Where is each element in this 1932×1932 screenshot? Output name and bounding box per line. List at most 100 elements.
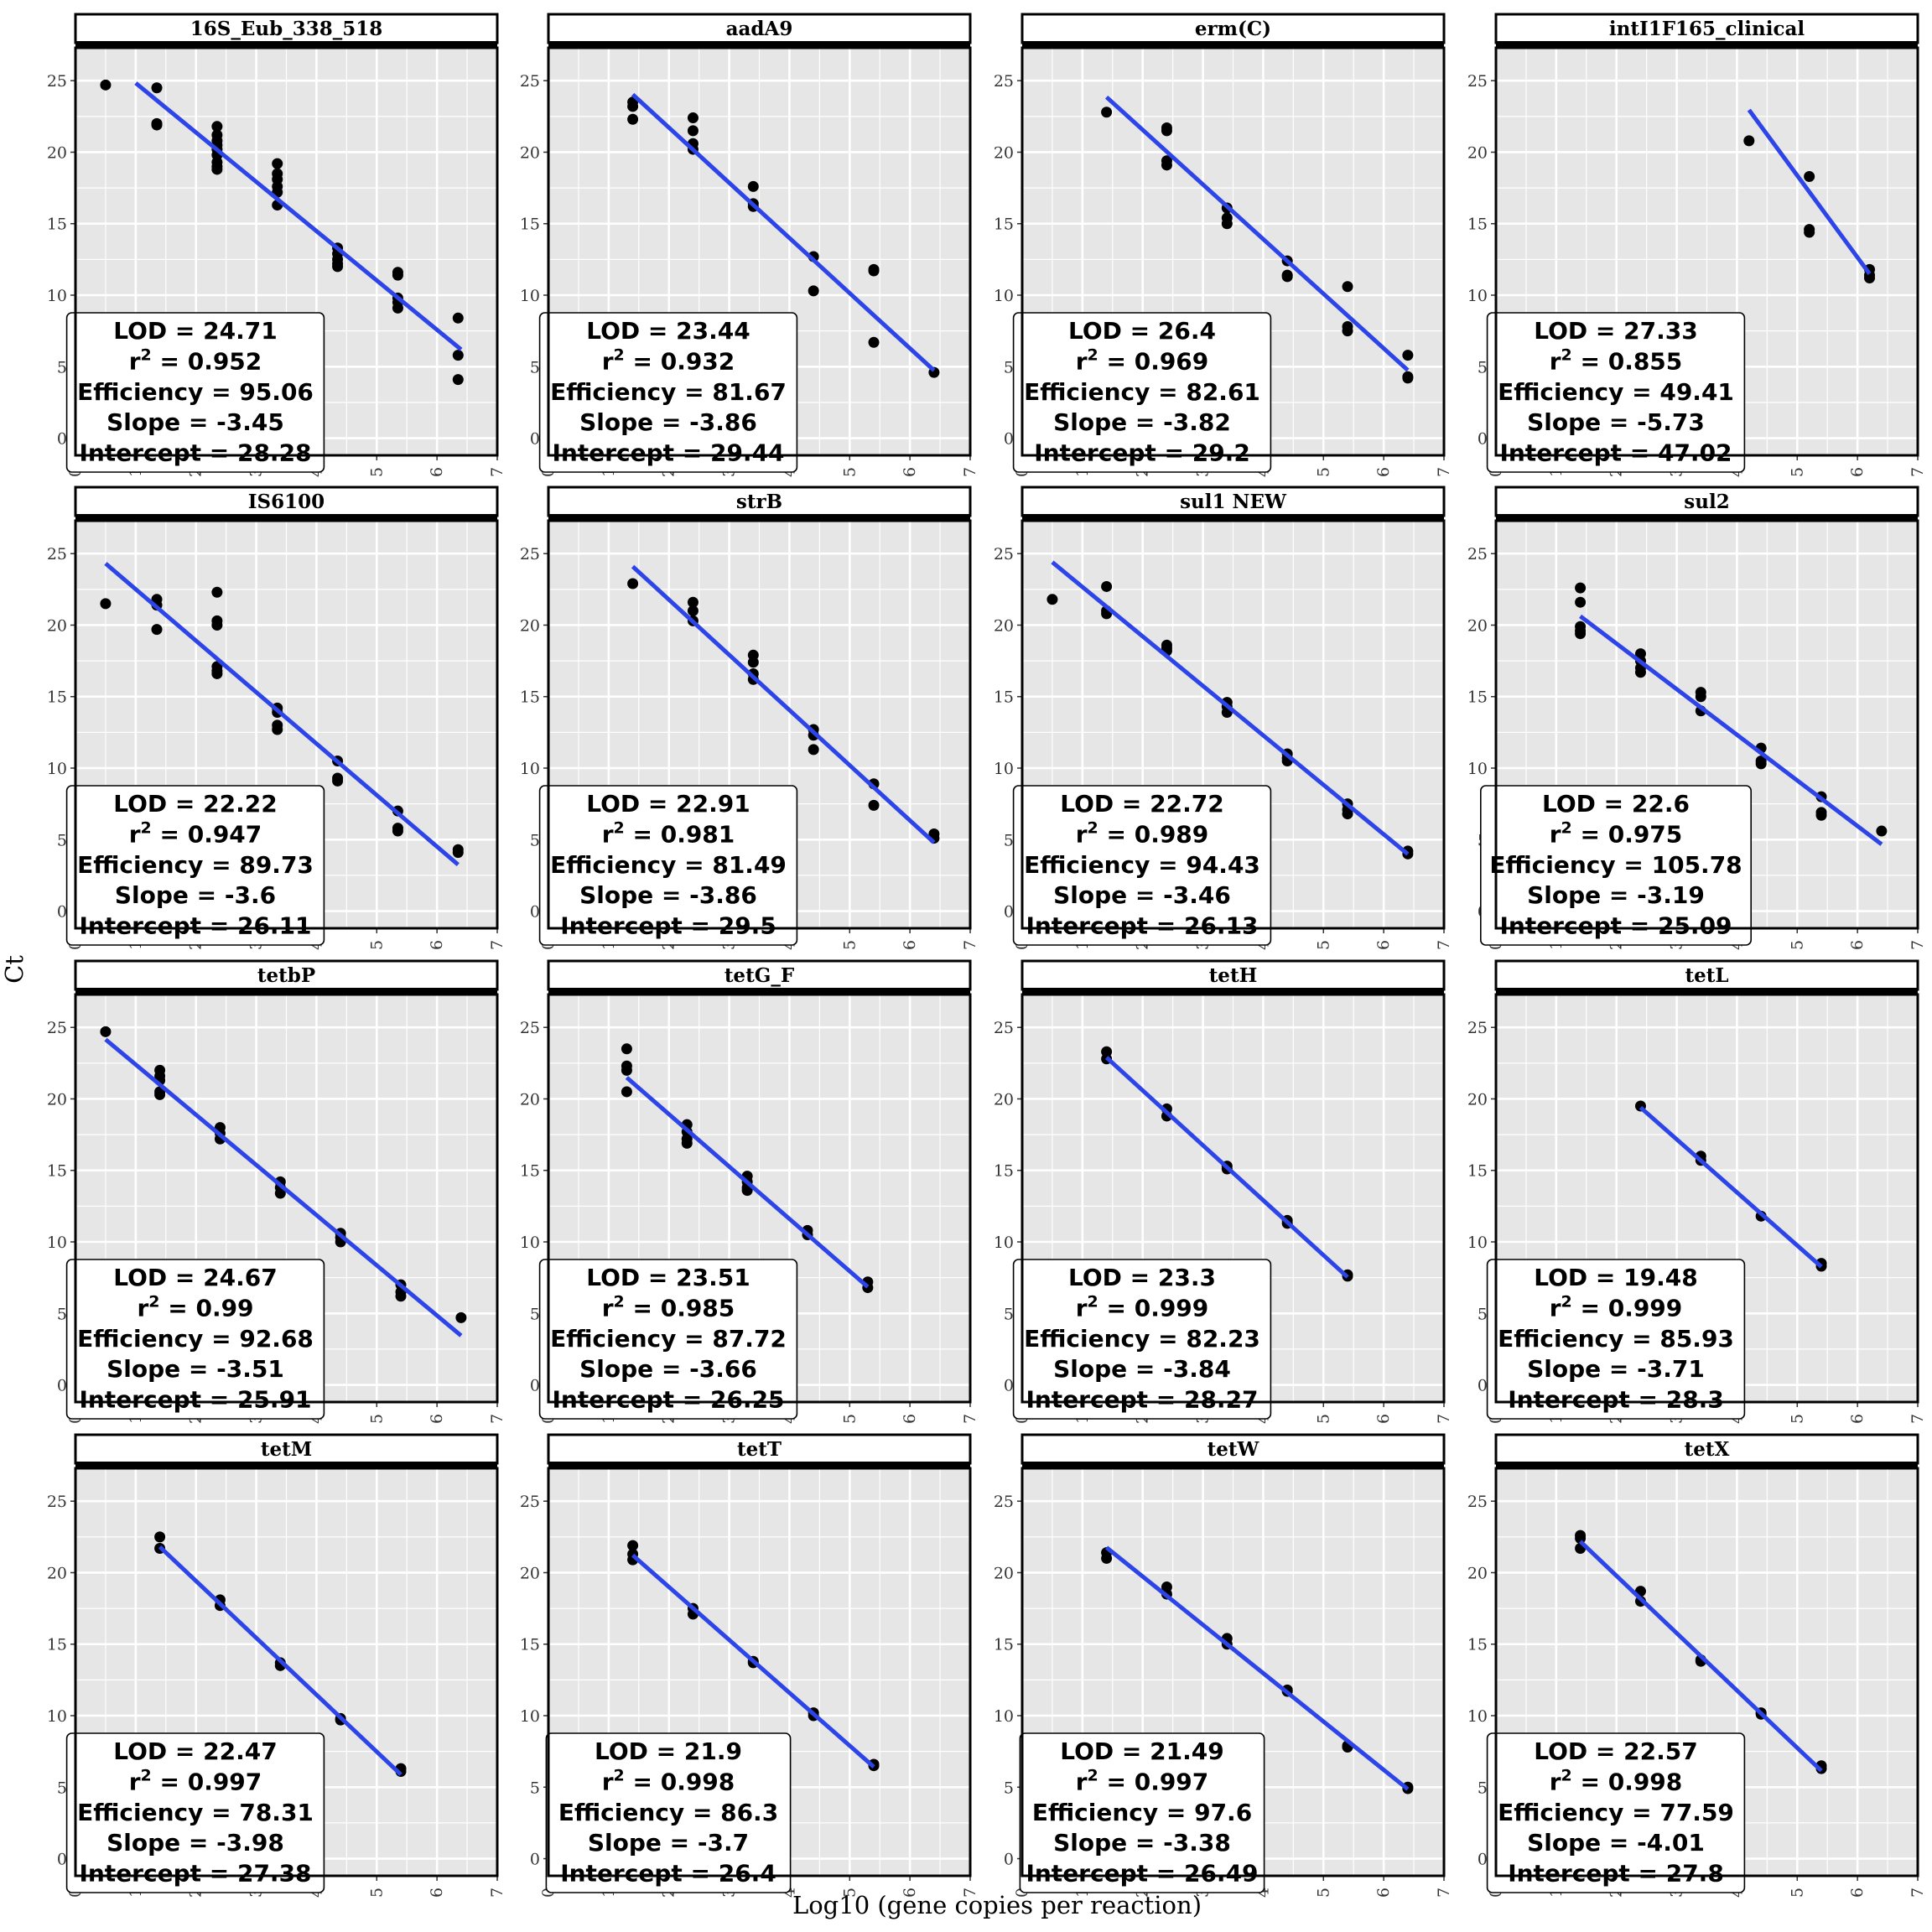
data-point bbox=[1402, 350, 1414, 361]
x-tick-label: 7 bbox=[488, 1888, 506, 1898]
regression-line bbox=[1051, 560, 1410, 856]
data-point bbox=[1402, 372, 1414, 384]
regression-line bbox=[158, 1545, 402, 1776]
facet-strip-rule bbox=[75, 988, 497, 995]
x-tick-label: 5 bbox=[840, 467, 859, 477]
data-point bbox=[1695, 691, 1706, 703]
y-tick-label: 5 bbox=[530, 831, 540, 849]
x-tick-label: 6 bbox=[428, 467, 446, 477]
y-tick-label: 15 bbox=[1467, 1162, 1488, 1181]
facet-title: intI1F165_clinical bbox=[1609, 18, 1805, 40]
panel-border bbox=[547, 993, 972, 1404]
facet-strip-rule bbox=[1022, 514, 1444, 521]
stat-lod: LOD = 23.44 bbox=[586, 317, 750, 345]
y-tick-label: 15 bbox=[47, 216, 67, 234]
facet-strip-rule bbox=[548, 1462, 970, 1468]
data-point bbox=[154, 1531, 166, 1543]
data-point bbox=[1804, 170, 1815, 182]
panel-border bbox=[1021, 993, 1446, 1404]
stat-intercept: Intercept = 29.2 bbox=[1034, 439, 1250, 467]
facet-title: erm(C) bbox=[1195, 18, 1271, 40]
stat-lod: LOD = 24.67 bbox=[113, 1264, 277, 1291]
facet-panel: sul2012345670510152025LOD = 22.6r2 = 0.9… bbox=[1467, 486, 1927, 950]
y-tick-label: 25 bbox=[520, 545, 540, 564]
y-tick-label: 5 bbox=[530, 358, 540, 377]
data-point bbox=[151, 119, 163, 131]
data-point bbox=[392, 825, 403, 837]
x-tick-label: 7 bbox=[1435, 1414, 1453, 1424]
y-tick-label: 5 bbox=[1004, 831, 1014, 849]
data-point bbox=[452, 374, 464, 386]
x-tick-label: 6 bbox=[1374, 940, 1393, 950]
data-point bbox=[100, 79, 112, 91]
facet-title: sul2 bbox=[1684, 491, 1729, 513]
data-point bbox=[687, 605, 699, 616]
y-tick-label: 25 bbox=[994, 545, 1014, 564]
panel-border bbox=[547, 519, 972, 930]
stat-lod: LOD = 27.33 bbox=[1534, 317, 1697, 345]
data-point bbox=[211, 121, 223, 132]
y-tick-label: 20 bbox=[520, 143, 540, 162]
facet-strip-rule bbox=[548, 988, 970, 995]
stat-intercept: Intercept = 26.49 bbox=[1026, 1860, 1258, 1888]
data-point bbox=[1743, 135, 1755, 147]
y-tick-label: 15 bbox=[994, 1636, 1014, 1654]
facet-strip-rule bbox=[1496, 988, 1918, 995]
regression-line bbox=[1579, 614, 1883, 846]
regression-line bbox=[134, 81, 463, 351]
y-tick-label: 15 bbox=[520, 688, 540, 707]
data-point bbox=[211, 586, 223, 598]
y-tick-label: 25 bbox=[520, 72, 540, 91]
panel-border bbox=[1494, 993, 1919, 1404]
stats-label-box bbox=[1480, 785, 1753, 946]
y-tick-label: 15 bbox=[47, 1636, 67, 1654]
x-tick-label: 5 bbox=[1788, 467, 1806, 477]
x-tick-label: 5 bbox=[840, 940, 859, 950]
y-tick-label: 10 bbox=[47, 1233, 67, 1252]
data-point bbox=[100, 598, 112, 610]
y-tick-label: 25 bbox=[1467, 545, 1488, 564]
y-tick-label: 5 bbox=[1004, 1305, 1014, 1323]
stat-r2: r2 = 0.952 bbox=[129, 345, 262, 375]
facet-strip-rule bbox=[548, 41, 970, 48]
stat-intercept: Intercept = 29.44 bbox=[552, 439, 784, 467]
y-tick-label: 15 bbox=[47, 688, 67, 707]
y-tick-label: 0 bbox=[1478, 430, 1488, 449]
y-tick-label: 20 bbox=[47, 1090, 67, 1109]
facet-strip-rule bbox=[1022, 988, 1444, 995]
x-tick-label: 5 bbox=[840, 1888, 859, 1898]
y-tick-label: 5 bbox=[1004, 1779, 1014, 1797]
y-tick-label: 5 bbox=[530, 1305, 540, 1323]
data-point bbox=[1575, 628, 1587, 640]
stat-intercept: Intercept = 28.3 bbox=[1508, 1386, 1724, 1414]
data-point bbox=[1161, 125, 1172, 137]
stat-r2: r2 = 0.997 bbox=[129, 1766, 262, 1795]
y-tick-label: 0 bbox=[57, 1851, 67, 1869]
data-point bbox=[681, 1137, 693, 1149]
stat-slope: Slope = -3.46 bbox=[1053, 881, 1231, 909]
stat-intercept: Intercept = 27.38 bbox=[79, 1860, 311, 1888]
x-tick-label: 5 bbox=[367, 1414, 386, 1424]
data-point bbox=[1342, 281, 1353, 293]
x-tick-label: 6 bbox=[428, 940, 446, 950]
x-tick-label: 7 bbox=[961, 1414, 979, 1424]
stat-efficiency: Efficiency = 82.61 bbox=[1024, 378, 1260, 406]
y-tick-label: 10 bbox=[994, 760, 1014, 778]
y-tick-label: 25 bbox=[994, 1019, 1014, 1037]
stat-slope: Slope = -3.6 bbox=[115, 881, 276, 909]
stats-label-box bbox=[1486, 1259, 1746, 1420]
stat-efficiency: Efficiency = 92.68 bbox=[77, 1325, 314, 1353]
facet-strip-rule bbox=[75, 41, 497, 48]
y-tick-label: 20 bbox=[994, 1564, 1014, 1582]
facet-strip-rule bbox=[548, 514, 970, 521]
stats-label-box bbox=[65, 1259, 325, 1420]
regression-line bbox=[1104, 95, 1410, 372]
stat-efficiency: Efficiency = 85.93 bbox=[1498, 1325, 1734, 1353]
x-tick-label: 5 bbox=[367, 467, 386, 477]
x-tick-label: 7 bbox=[488, 940, 506, 950]
y-tick-label: 5 bbox=[57, 831, 67, 849]
data-point bbox=[687, 125, 699, 137]
x-tick-label: 6 bbox=[901, 1888, 919, 1898]
